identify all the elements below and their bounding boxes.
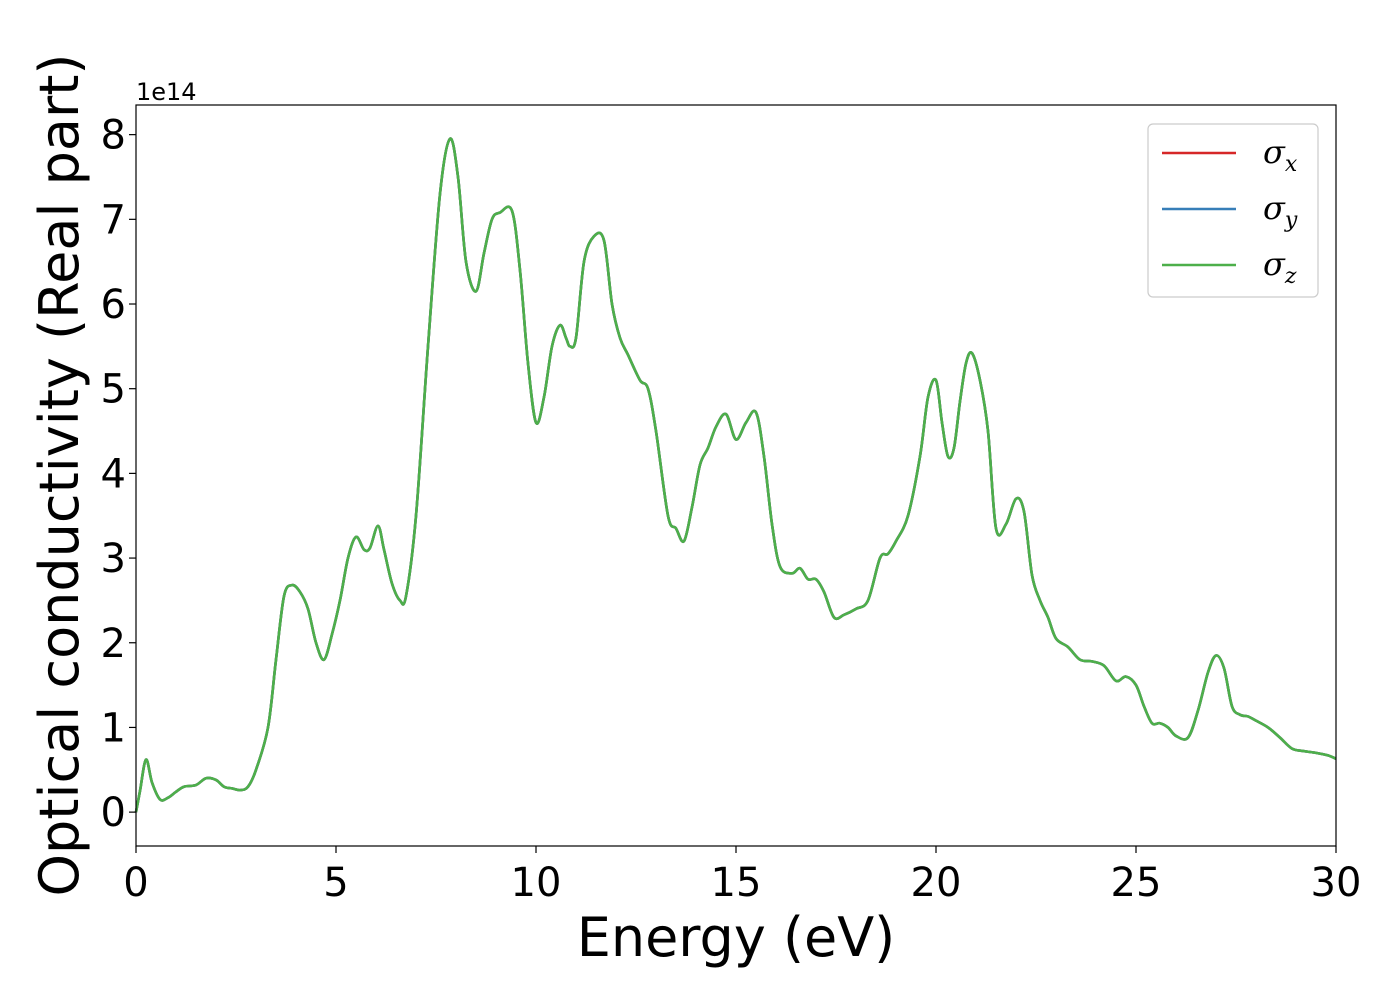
legend-symbol: σ (1263, 245, 1286, 283)
y-tick-label: 7 (101, 197, 126, 243)
legend-label: σz (1263, 245, 1297, 289)
legend-label: σy (1263, 189, 1298, 233)
series-layer (134, 137, 1337, 813)
legend-subscript: z (1284, 264, 1297, 289)
legend-subscript: y (1284, 208, 1298, 233)
legend-subscript: x (1285, 152, 1298, 177)
ticks-layer: 0 5 10 15 20 25 30 0 1 2 3 4 5 6 7 8 (101, 113, 1362, 906)
y-tick-label: 5 (101, 367, 126, 413)
series-line-3 (134, 137, 1337, 813)
legend-box (1147, 123, 1319, 298)
x-tick-label: 15 (711, 860, 762, 906)
y-axis-title: Optical conductivity (Real part) (28, 54, 91, 897)
x-tick-label: 5 (323, 860, 348, 906)
x-tick-label: 0 (123, 860, 148, 906)
y-tick-label: 0 (101, 790, 126, 836)
legend-symbol: σ (1263, 133, 1286, 171)
y-tick-label: 2 (101, 621, 126, 667)
x-tick-label: 20 (911, 860, 962, 906)
x-axis-title: Energy (eV) (577, 906, 896, 969)
y-tick-label: 1 (101, 705, 126, 751)
legend-symbol: σ (1263, 189, 1286, 227)
y-tick-label: 3 (101, 536, 126, 582)
legend-label: σx (1263, 133, 1298, 177)
y-tick-label: 4 (101, 451, 126, 497)
y-offset-label: 1e14 (136, 78, 197, 106)
plot-frame (135, 104, 1337, 847)
y-tick-label: 8 (101, 113, 126, 159)
x-tick-label: 30 (1311, 860, 1362, 906)
x-tick-label: 10 (511, 860, 562, 906)
y-tick-label: 6 (101, 282, 126, 328)
x-tick-label: 25 (1111, 860, 1162, 906)
